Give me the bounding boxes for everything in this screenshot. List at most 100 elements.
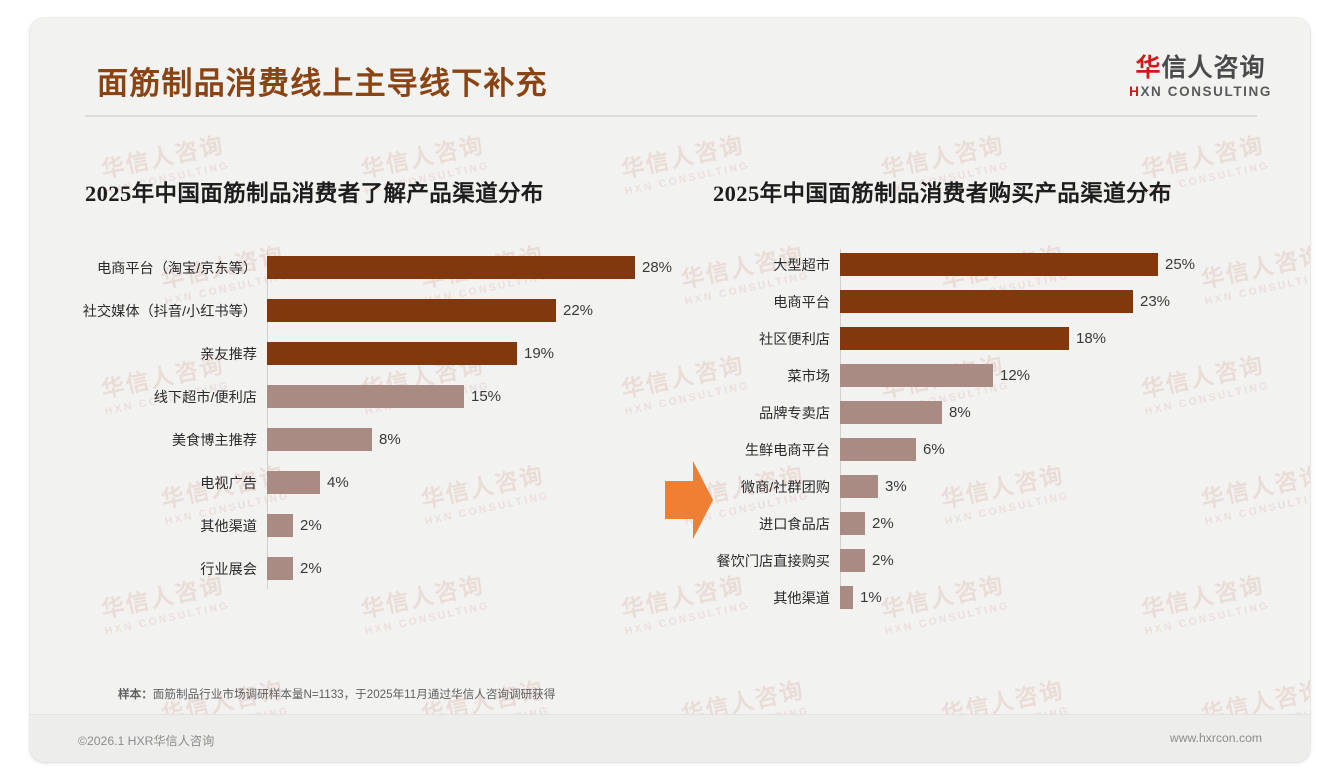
chart-bar-wrapper: 2%: [267, 557, 682, 580]
chart-row: 菜市场 12%: [685, 357, 1295, 394]
logo-english-text: HXN CONSULTING: [1129, 84, 1272, 99]
chart-axis-line: [840, 249, 841, 603]
chart-bar: [267, 428, 372, 451]
chart-bar-wrapper: 25%: [840, 253, 1295, 276]
page-title: 面筋制品消费线上主导线下补充: [97, 66, 548, 101]
chart-category-label: 生鲜电商平台: [744, 442, 830, 459]
slide-content: 2025年中国面筋制品消费者了解产品渠道分布 电商平台（淘宝/京东等） 28% 社交…: [30, 115, 1310, 762]
flow-arrow-icon: [663, 459, 715, 541]
chart-bar-wrapper: 1%: [840, 586, 1295, 609]
chart-bar: [840, 512, 865, 535]
chart-value-label: 12%: [1000, 367, 1031, 384]
footer-divider: [30, 714, 1310, 715]
chart-value-label: 3%: [885, 478, 907, 495]
chart-category-label: 其他渠道: [200, 518, 257, 535]
chart-row: 大型超市 25%: [685, 246, 1295, 283]
logo-en-rest: XN CONSULTING: [1140, 84, 1272, 100]
chart-value-label: 6%: [923, 441, 945, 458]
chart-row: 亲友推荐 19%: [52, 332, 682, 375]
chart-value-label: 1%: [860, 589, 882, 606]
chart-category-label: 线下超市/便利店: [153, 389, 257, 406]
logo-en-highlight: H: [1129, 84, 1141, 100]
chart-value-label: 15%: [471, 388, 502, 405]
chart-value-label: 19%: [524, 345, 555, 362]
chart-value-label: 18%: [1076, 330, 1107, 347]
sample-footnote: 样本：面筋制品行业市场调研样本量N=1133，于2025年11月通过华信人咨询调…: [118, 686, 555, 702]
chart-category-label: 电视广告: [200, 475, 257, 492]
chart-bar-wrapper: 8%: [840, 401, 1295, 424]
chart-row: 微商/社群团购 3%: [685, 468, 1295, 505]
chart-bar-wrapper: 22%: [267, 299, 682, 322]
chart-row: 品牌专卖店 8%: [685, 394, 1295, 431]
chart-row: 进口食品店 2%: [685, 505, 1295, 542]
chart-category-label: 微商/社群团购: [740, 479, 830, 496]
chart-bar: [840, 549, 865, 572]
chart-category-label: 进口食品店: [759, 516, 830, 533]
chart-row: 其他渠道 2%: [52, 504, 682, 547]
slide-canvas: 华信人咨询 HXN CONSULTING 华信人咨询 HXN CONSULTING 华信…: [30, 18, 1310, 762]
chart-bar-wrapper: 28%: [267, 256, 682, 279]
chart-bar-wrapper: 2%: [840, 549, 1295, 572]
website-url: www.hxrcon.com: [1169, 731, 1262, 745]
slide-footer: ©2026.1 HXR华信人咨询 www.hxrcon.com: [30, 715, 1310, 762]
chart-bar: [840, 253, 1158, 276]
chart-value-label: 2%: [300, 517, 322, 534]
chart-bar-wrapper: 18%: [840, 327, 1295, 350]
chart-bar-wrapper: 19%: [267, 342, 682, 365]
chart-bar-wrapper: 3%: [840, 475, 1295, 498]
chart-row: 行业展会 2%: [52, 547, 682, 590]
chart-category-label: 美食博主推荐: [171, 432, 257, 449]
chart-bar: [840, 475, 878, 498]
chart-row: 社交媒体（抖音/小红书等） 22%: [52, 289, 682, 332]
chart-category-label: 其他渠道: [773, 590, 830, 607]
chart-title-awareness: 2025年中国面筋制品消费者了解产品渠道分布: [85, 181, 544, 206]
chart-axis-line: [267, 249, 268, 589]
chart-bar-wrapper: 23%: [840, 290, 1295, 313]
chart-category-label: 电商平台（淘宝/京东等）: [96, 260, 257, 277]
chart-row: 线下超市/便利店 15%: [52, 375, 682, 418]
chart-row: 社区便利店 18%: [685, 320, 1295, 357]
bar-chart-awareness: 电商平台（淘宝/京东等） 28% 社交媒体（抖音/小红书等） 22% 亲友推荐 19% 线下…: [52, 246, 682, 590]
chart-value-label: 25%: [1165, 256, 1196, 273]
chart-value-label: 8%: [379, 431, 401, 448]
chart-category-label: 社交媒体（抖音/小红书等）: [82, 303, 257, 320]
chart-bar: [267, 514, 293, 537]
footnote-text: 面筋制品行业市场调研样本量N=1133，于2025年11月通过华信人咨询调研获得: [152, 688, 556, 701]
chart-category-label: 大型超市: [773, 257, 830, 274]
chart-value-label: 2%: [872, 515, 894, 532]
chart-category-label: 亲友推荐: [200, 346, 257, 363]
chart-bar-wrapper: 8%: [267, 428, 682, 451]
chart-bar-wrapper: 4%: [267, 471, 682, 494]
chart-bar: [840, 586, 853, 609]
chart-value-label: 2%: [300, 560, 322, 577]
logo-cn-highlight: 华: [1135, 55, 1162, 82]
chart-row: 餐饮门店直接购买 2%: [685, 542, 1295, 579]
chart-value-label: 23%: [1140, 293, 1171, 310]
chart-row: 电视广告 4%: [52, 461, 682, 504]
chart-category-label: 社区便利店: [759, 331, 830, 348]
chart-value-label: 22%: [563, 302, 594, 319]
chart-bar-wrapper: 6%: [840, 438, 1295, 461]
chart-bar: [840, 327, 1069, 350]
chart-bar: [840, 401, 942, 424]
chart-bar-wrapper: 12%: [840, 364, 1295, 387]
copyright-text: ©2026.1 HXR华信人咨询: [78, 734, 215, 748]
chart-bar: [267, 256, 635, 279]
footnote-label: 样本：: [118, 688, 153, 701]
company-logo: 华信人咨询 HXN CONSULTING: [1129, 55, 1272, 99]
chart-bar-wrapper: 2%: [840, 512, 1295, 535]
chart-category-label: 电商平台: [773, 294, 830, 311]
chart-category-label: 行业展会: [200, 561, 257, 578]
chart-row: 其他渠道 1%: [685, 579, 1295, 616]
chart-value-label: 28%: [642, 259, 673, 276]
chart-panel-purchase: 2025年中国面筋制品消费者购买产品渠道分布 大型超市 25% 电商平台 23% 社区便…: [685, 115, 1295, 616]
chart-bar: [267, 342, 517, 365]
chart-bar-wrapper: 15%: [267, 385, 682, 408]
chart-bar: [840, 290, 1133, 313]
chart-bar: [267, 471, 320, 494]
chart-category-label: 餐饮门店直接购买: [716, 553, 830, 570]
bar-chart-purchase: 大型超市 25% 电商平台 23% 社区便利店 18% 菜市场 12% 品牌专卖店 8% 生鲜电商平…: [685, 246, 1295, 616]
logo-chinese-text: 华信人咨询: [1129, 55, 1272, 82]
chart-row: 电商平台 23%: [685, 283, 1295, 320]
slide-header: 面筋制品消费线上主导线下补充 华信人咨询 HXN CONSULTING: [30, 18, 1310, 115]
